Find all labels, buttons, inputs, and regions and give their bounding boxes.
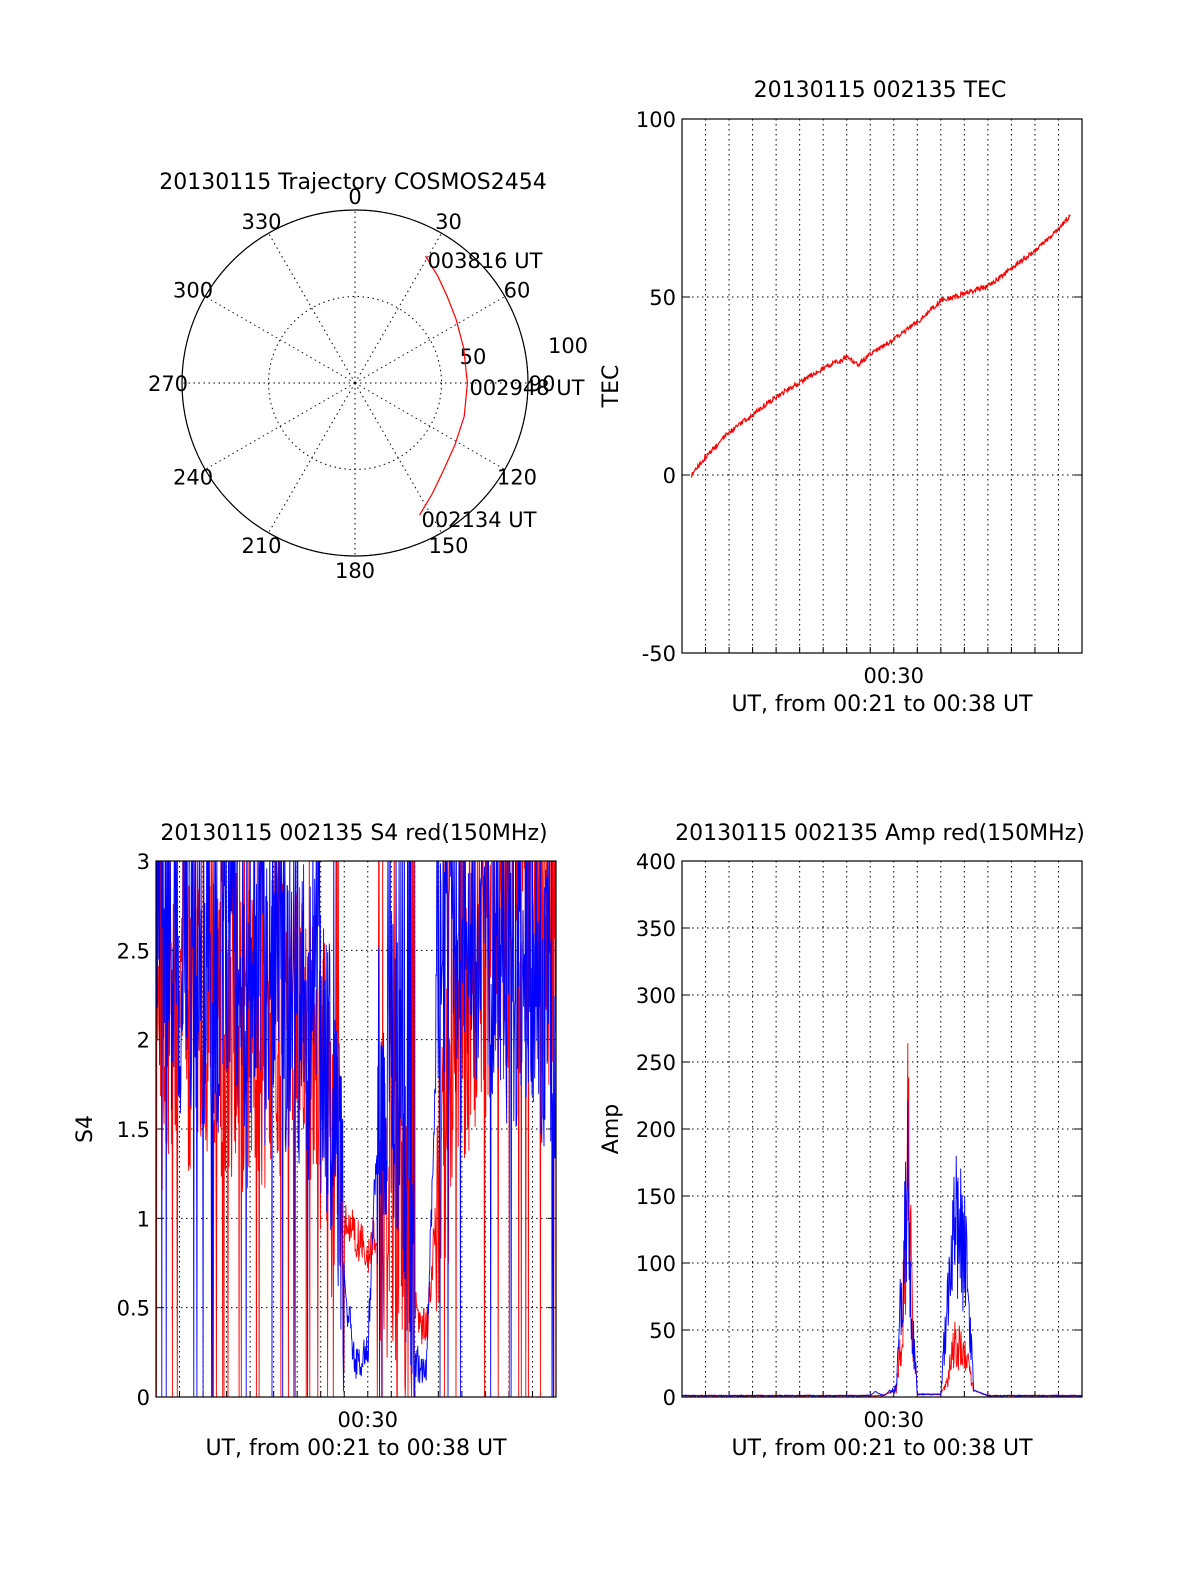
tec-x-tick-labels: 00:30: [863, 664, 924, 688]
x-tick-label: 00:30: [863, 1408, 924, 1432]
amp-ylabel: Amp: [599, 1104, 624, 1154]
polar-spoke-120: [354, 382, 506, 470]
track-annotation: 002134 UT: [421, 508, 536, 532]
tec-axes-frame: [681, 118, 1083, 654]
polar-azimuth-label: 0: [348, 185, 361, 209]
polar-azimuth-label: 330: [241, 210, 281, 234]
amp-series-line: [682, 1100, 1082, 1397]
x-tick-label: 00:30: [337, 1408, 398, 1432]
y-tick-label: 2: [137, 1029, 150, 1053]
y-tick-label: 150: [636, 1185, 676, 1209]
polar-spoke-240: [204, 382, 356, 470]
trajectory-plot: 20130115 Trajectory COSMOS2454 0 30 60 90 12…: [148, 170, 588, 583]
y-tick-label: 1.5: [117, 1118, 150, 1142]
amp-xlabel: UT, from 00:21 to 00:38 UT: [731, 1436, 1033, 1461]
s4-x-tick-labels: 00:30: [337, 1408, 398, 1432]
polar-radial-labels: 50 100: [460, 334, 588, 369]
polar-spoke-210: [268, 382, 356, 534]
polar-spoke-60: [354, 296, 506, 384]
tec-y-tick-labels: 100 50 0 -50: [636, 108, 676, 666]
polar-azimuth-label: 240: [173, 466, 213, 490]
y-tick-label: 1: [137, 1207, 150, 1231]
y-tick-label: 50: [649, 286, 676, 310]
tec-series: [690, 214, 1071, 478]
y-tick-label: 50: [649, 1319, 676, 1343]
s4-plot: 20130115 002135 S4 red(150MHz) 3 2.5 2 1.5 1…: [73, 821, 557, 1461]
y-tick-label: 100: [636, 108, 676, 132]
polar-azimuth-label: 180: [335, 559, 375, 583]
s4-series: [156, 861, 556, 1397]
amp-x-tick-labels: 00:30: [863, 1408, 924, 1432]
y-tick-label: 350: [636, 917, 676, 941]
polar-azimuth-label: 300: [173, 279, 213, 303]
polar-azimuth-label: 270: [148, 372, 188, 396]
s4-series-line: [156, 861, 556, 1397]
amp-axes-frame: [681, 860, 1083, 1398]
y-tick-label: 250: [636, 1051, 676, 1075]
y-tick-label: 2.5: [117, 939, 150, 963]
y-tick-label: 400: [636, 850, 676, 874]
polar-spoke-150: [354, 382, 442, 534]
polar-spoke-330: [268, 232, 356, 384]
y-tick-label: 0.5: [117, 1297, 150, 1321]
polar-spoke-300: [204, 296, 356, 384]
tec-xlabel: UT, from 00:21 to 00:38 UT: [731, 692, 1033, 717]
s4-xlabel: UT, from 00:21 to 00:38 UT: [205, 1436, 507, 1461]
amp-series: [682, 1043, 1082, 1397]
tec-title: 20130115 002135 TEC: [754, 78, 1007, 103]
y-tick-label: 0: [663, 1386, 676, 1410]
polar-azimuth-label: 60: [504, 279, 531, 303]
polar-azimuth-label: 150: [428, 534, 468, 558]
tec-grid: [682, 118, 1082, 654]
y-tick-label: 0: [137, 1386, 150, 1410]
polar-azimuth-label: 120: [497, 466, 537, 490]
trajectory-annotations: 003816 UT 002948 UT 002134 UT: [421, 249, 584, 532]
tec-series-line: [690, 214, 1071, 478]
polar-azimuth-labels: 0 30 60 90 120 150 180 210 240 270 300 330: [148, 185, 555, 583]
y-tick-label: 3: [137, 850, 150, 874]
trajectory-track: [418, 255, 469, 516]
s4-y-tick-labels: 3 2.5 2 1.5 1 0.5 0: [117, 850, 150, 1410]
polar-azimuth-label: 90: [529, 372, 556, 396]
polar-azimuth-label: 30: [435, 210, 462, 234]
y-tick-label: 0: [663, 464, 676, 488]
polar-outer-ring: [181, 209, 529, 557]
tec-ylabel: TEC: [599, 365, 624, 409]
s4-axes-frame: [155, 860, 557, 1398]
s4-title: 20130115 002135 S4 red(150MHz): [160, 821, 547, 846]
y-tick-label: 200: [636, 1118, 676, 1142]
amp-y-tick-labels: 400 350 300 250 200 150 100 50 0: [636, 850, 676, 1410]
polar-azimuth-label: 210: [241, 534, 281, 558]
s4-ylabel: S4: [73, 1115, 98, 1143]
amp-title: 20130115 002135 Amp red(150MHz): [675, 821, 1085, 846]
y-tick-label: -50: [642, 642, 676, 666]
polar-spoke-30: [354, 232, 442, 384]
y-tick-label: 100: [636, 1252, 676, 1276]
polar-radial-label: 100: [548, 334, 588, 358]
track-annotation: 003816 UT: [427, 249, 542, 273]
y-tick-label: 300: [636, 984, 676, 1008]
amp-grid: [682, 860, 1082, 1398]
amp-series-line: [682, 1043, 1082, 1397]
x-tick-label: 00:30: [863, 664, 924, 688]
amp-plot: 20130115 002135 Amp red(150MHz) 400 350 30…: [599, 821, 1085, 1461]
trajectory-title: 20130115 Trajectory COSMOS2454: [159, 170, 546, 195]
track-annotation: 002948 UT: [469, 376, 584, 400]
